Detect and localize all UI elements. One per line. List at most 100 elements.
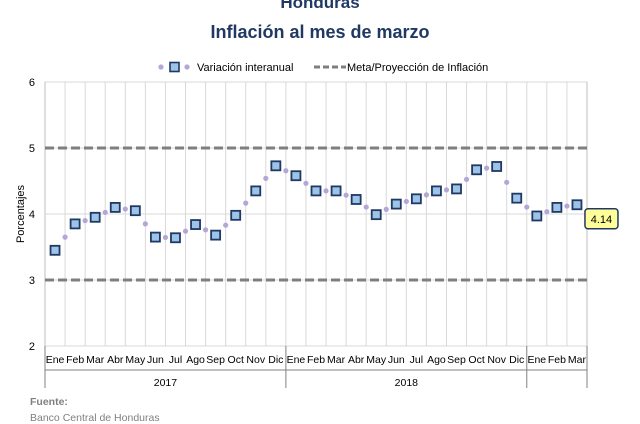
- legend: Variación interanual Meta/Proyección de …: [158, 61, 488, 74]
- series-dot-mid: [162, 234, 169, 241]
- data-point-marker: [571, 199, 583, 211]
- legend-dot-left: [158, 64, 164, 70]
- series-dot-mid: [504, 179, 510, 185]
- series-dot-mid: [443, 187, 450, 193]
- x-tick-label: Nov: [487, 354, 506, 366]
- x-tick-label: Jun: [388, 354, 405, 366]
- series-dot-mid: [524, 204, 530, 210]
- chart-title-country: Honduras: [280, 0, 360, 12]
- y-tick-label: 2: [29, 341, 35, 353]
- data-point-marker: [451, 183, 462, 195]
- x-tick-label: Sep: [447, 354, 466, 366]
- data-point-marker: [89, 211, 101, 223]
- x-tick-label: Ene: [287, 354, 306, 366]
- x-tick-label: Ene: [527, 354, 546, 366]
- x-tick-label: Ago: [186, 354, 205, 366]
- y-tick-label: 6: [29, 77, 35, 89]
- x-tick-label: Nov: [246, 354, 265, 366]
- data-point-marker: [290, 170, 302, 182]
- data-point-marker: [491, 161, 503, 172]
- chart-subtitle: Inflación al mes de marzo: [210, 22, 430, 42]
- x-tick-label: May: [125, 354, 146, 366]
- series-dot-mid: [223, 222, 229, 228]
- series-dot-mid: [423, 192, 430, 198]
- series-dot-mid: [243, 200, 249, 206]
- year-label: 2017: [154, 377, 178, 389]
- data-point-marker: [250, 185, 262, 197]
- source-label: Fuente:: [30, 396, 68, 408]
- y-tick-label: 3: [29, 275, 35, 287]
- data-point-marker: [310, 185, 322, 197]
- x-tick-label: Oct: [228, 354, 244, 366]
- x-tick-label: Oct: [468, 354, 484, 366]
- x-tick-label: Ene: [46, 354, 65, 366]
- series-dot-mid: [283, 168, 289, 174]
- source-value: Banco Central de Honduras: [30, 412, 160, 424]
- value-callout-label: 4.14: [591, 214, 612, 226]
- data-point-marker: [190, 219, 201, 230]
- y-axis-label: Porcentajes: [15, 184, 27, 243]
- data-point-marker: [370, 209, 382, 221]
- data-point-marker: [350, 194, 362, 205]
- data-point-marker: [330, 185, 342, 197]
- x-tick-label: Mar: [568, 354, 587, 366]
- y-tick-label: 5: [29, 143, 35, 155]
- data-point-marker: [109, 201, 121, 213]
- data-point-marker: [170, 232, 181, 244]
- series-dot-mid: [403, 198, 409, 205]
- data-point-marker: [551, 201, 563, 213]
- x-tick-label: Mar: [86, 354, 105, 366]
- data-point-marker: [531, 210, 543, 222]
- series-dot-mid: [484, 165, 490, 171]
- legend-dot-right: [184, 64, 190, 70]
- series-dot-mid: [142, 221, 148, 227]
- series-dot-mid: [82, 218, 88, 224]
- series-dot-mid: [202, 227, 209, 233]
- x-tick-label: Jul: [169, 354, 182, 366]
- data-point-marker: [150, 231, 161, 243]
- callout-layer: 4.14: [584, 208, 619, 230]
- series-dot-mid: [323, 188, 329, 194]
- x-tick-label: Feb: [307, 354, 325, 366]
- series-dot-mid: [383, 206, 389, 212]
- data-point-marker: [210, 229, 222, 241]
- x-tick-label: Dic: [509, 354, 524, 366]
- data-point-marker: [270, 160, 282, 172]
- x-tick-label: Abr: [107, 354, 124, 366]
- year-label: 2018: [395, 377, 419, 389]
- x-tick-label: May: [366, 354, 387, 366]
- grid-layer: [44, 81, 588, 347]
- series-dot-mid: [463, 176, 470, 182]
- data-point-marker: [390, 198, 402, 210]
- series-dot-mid: [544, 209, 550, 215]
- data-point-marker: [129, 205, 141, 217]
- x-tick-label: Jun: [147, 354, 164, 366]
- legend-label-series: Variación interanual: [197, 62, 293, 74]
- series-dot-mid: [564, 203, 570, 209]
- series-dot-mid: [363, 204, 369, 210]
- x-tick-label: Ago: [427, 354, 446, 366]
- series-dot-mid: [122, 206, 128, 212]
- legend-label-target: Meta/Proyección de Inflación: [347, 62, 488, 74]
- x-tick-label: Feb: [548, 354, 566, 366]
- x-tick-label: Jul: [410, 354, 423, 366]
- data-point-marker: [431, 185, 442, 197]
- value-callout-box: [584, 208, 619, 230]
- series-dot-mid: [102, 209, 108, 215]
- series-layer: [49, 160, 583, 256]
- data-point-marker: [511, 192, 523, 204]
- data-point-marker: [230, 209, 242, 221]
- x-tick-label: Feb: [66, 354, 84, 366]
- data-point-marker: [471, 164, 482, 176]
- legend-marker-square: [169, 61, 180, 73]
- x-tick-label: Sep: [206, 354, 225, 366]
- x-tick-label: Mar: [327, 354, 346, 366]
- data-point-marker: [49, 244, 61, 256]
- data-point-marker: [69, 218, 81, 230]
- series-dot-mid: [303, 180, 309, 186]
- series-dot-mid: [343, 192, 349, 198]
- series-dot-mid: [263, 175, 269, 181]
- data-point-marker: [410, 193, 422, 205]
